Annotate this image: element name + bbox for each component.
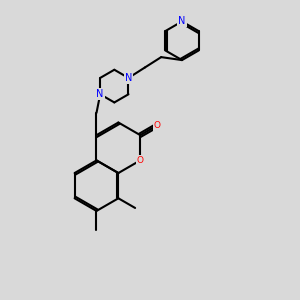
Text: N: N [97, 89, 104, 99]
Text: O: O [137, 156, 144, 165]
Text: O: O [154, 121, 160, 130]
Text: N: N [178, 16, 186, 26]
Text: N: N [125, 73, 132, 83]
